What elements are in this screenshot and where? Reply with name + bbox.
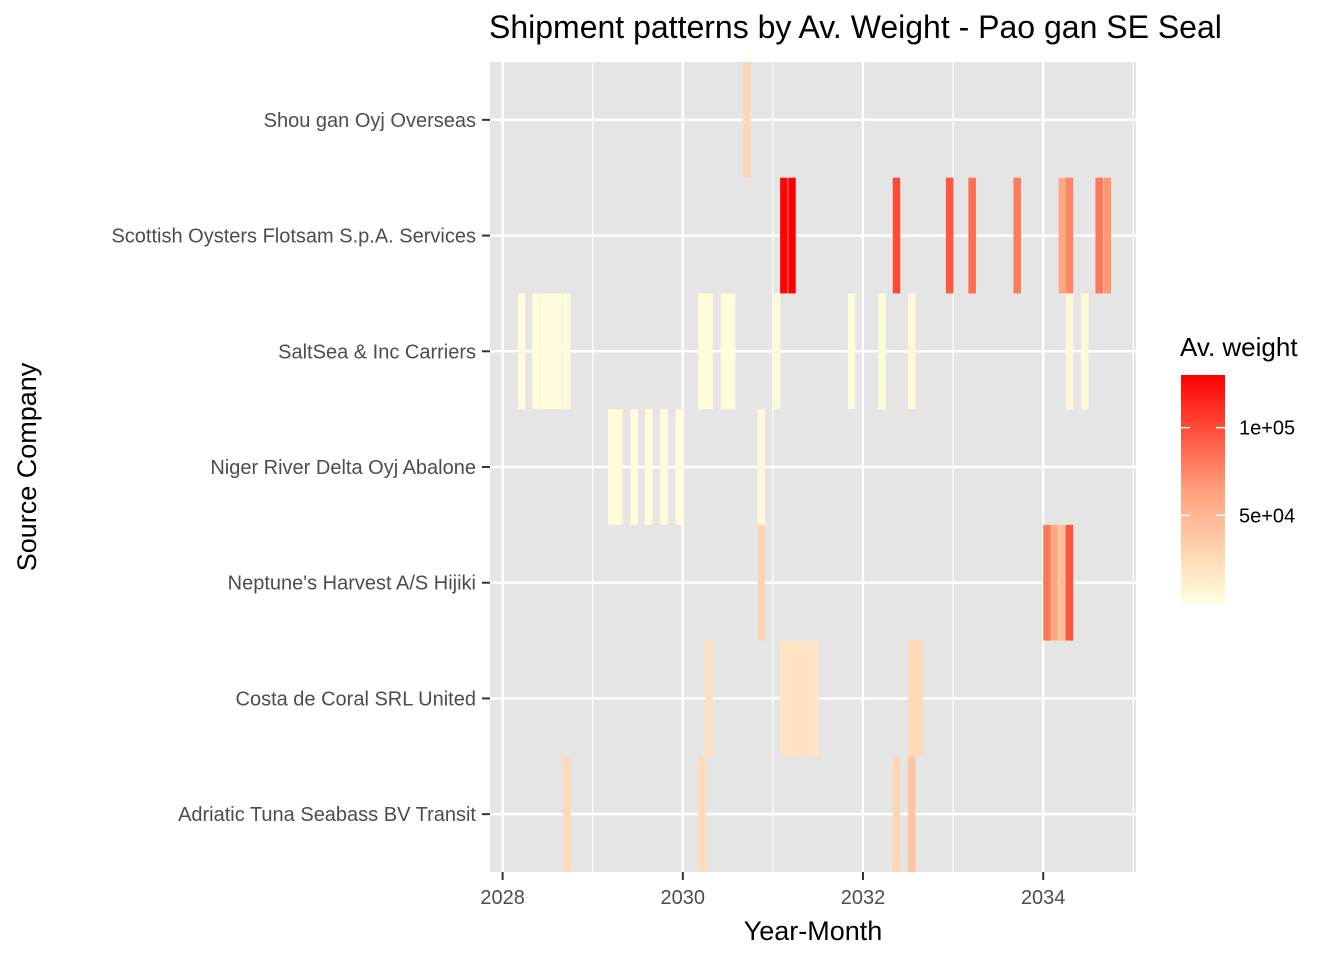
heatmap-cell — [1050, 524, 1058, 641]
heatmap-cell — [698, 756, 706, 872]
y-axis-title: Source Company — [12, 362, 42, 571]
heatmap-cell — [878, 293, 886, 410]
heatmap-cell — [705, 293, 713, 410]
heatmap-cell — [608, 409, 616, 525]
legend: Av. weight 5e+04 1e+05 — [1180, 332, 1298, 603]
heatmap-cell — [660, 409, 668, 525]
heatmap-cell — [795, 640, 803, 757]
x-tick-label: 2030 — [661, 887, 706, 909]
legend-tick-label: 1e+05 — [1239, 418, 1295, 440]
chart-title: Shipment patterns by Av. Weight - Pao ga… — [489, 9, 1222, 45]
heatmap-cell — [908, 293, 916, 410]
x-tick-label: 2032 — [841, 887, 886, 909]
heatmap-cells — [517, 62, 1112, 872]
y-tick-label: Shou gan Oyj Overseas — [264, 110, 476, 132]
heatmap-cell — [892, 756, 901, 872]
heatmap-cell — [698, 293, 706, 410]
heatmap-cell — [810, 640, 819, 757]
heatmap-cell — [1058, 177, 1067, 294]
y-tick-label: SaltSea & Inc Carriers — [278, 341, 476, 363]
heatmap-cell — [1013, 177, 1021, 294]
heatmap-cell — [780, 177, 788, 294]
heatmap-cell — [788, 640, 796, 757]
x-tick-label: 2028 — [480, 887, 525, 909]
heatmap-cell — [562, 293, 571, 410]
heatmap-cell — [1065, 293, 1074, 410]
heatmap-cell — [562, 756, 571, 872]
heatmap-cell — [757, 524, 766, 641]
heatmap-cell — [547, 293, 556, 410]
heatmap-cell — [630, 409, 639, 525]
heatmap-cell — [915, 640, 923, 757]
heatmap-cell — [908, 640, 916, 757]
y-tick-label: Neptune's Harvest A/S Hijiki — [228, 573, 476, 595]
heatmap-cell — [705, 640, 713, 757]
x-axis-title: Year-Month — [744, 916, 883, 946]
heatmap-cell — [1103, 177, 1112, 294]
heatmap-cell — [532, 293, 540, 410]
heatmap-cell — [908, 756, 916, 872]
heatmap-cell — [675, 409, 684, 525]
legend-colorbar — [1181, 375, 1225, 603]
y-tick-label: Scottish Oysters Flotsam S.p.A. Services — [111, 226, 476, 248]
heatmap-cell — [1081, 293, 1089, 410]
y-tick-label: Adriatic Tuna Seabass BV Transit — [178, 804, 476, 826]
y-tick-label: Costa de Coral SRL United — [236, 688, 477, 710]
heatmap-cell — [945, 177, 954, 294]
heatmap-cell — [847, 293, 856, 410]
heatmap-cell — [554, 293, 563, 410]
x-axis: 2028 2030 2032 2034 — [480, 872, 1065, 909]
legend-tick-label: 5e+04 — [1239, 505, 1295, 527]
legend-ticks: 5e+04 1e+05 — [1181, 418, 1295, 527]
heatmap-cell — [1043, 524, 1051, 641]
heatmap-cell — [757, 409, 766, 525]
y-tick-label: Niger River Delta Oyj Abalone — [210, 457, 476, 479]
heatmap-cell — [788, 177, 796, 294]
x-tick-label: 2034 — [1021, 887, 1066, 909]
heatmap-cell — [1065, 524, 1074, 641]
heatmap-cell — [1058, 524, 1067, 641]
heatmap-cell — [743, 62, 751, 178]
heatmap-cell — [772, 293, 781, 410]
heatmap-cell — [540, 293, 548, 410]
heatmap-cell — [780, 640, 788, 757]
heatmap-cell — [517, 293, 526, 410]
heatmap-cell — [1095, 177, 1103, 294]
heatmap-cell — [802, 640, 811, 757]
heatmap-cell — [892, 177, 901, 294]
heatmap-cell — [727, 293, 736, 410]
y-axis: Adriatic Tuna Seabass BV Transit Costa de… — [111, 110, 490, 826]
heatmap-cell — [720, 293, 729, 410]
legend-title: Av. weight — [1180, 332, 1298, 362]
heatmap-cell — [1065, 177, 1074, 294]
heatmap-cell — [644, 409, 653, 525]
heatmap-cell — [615, 409, 623, 525]
heatmap-cell — [968, 177, 976, 294]
